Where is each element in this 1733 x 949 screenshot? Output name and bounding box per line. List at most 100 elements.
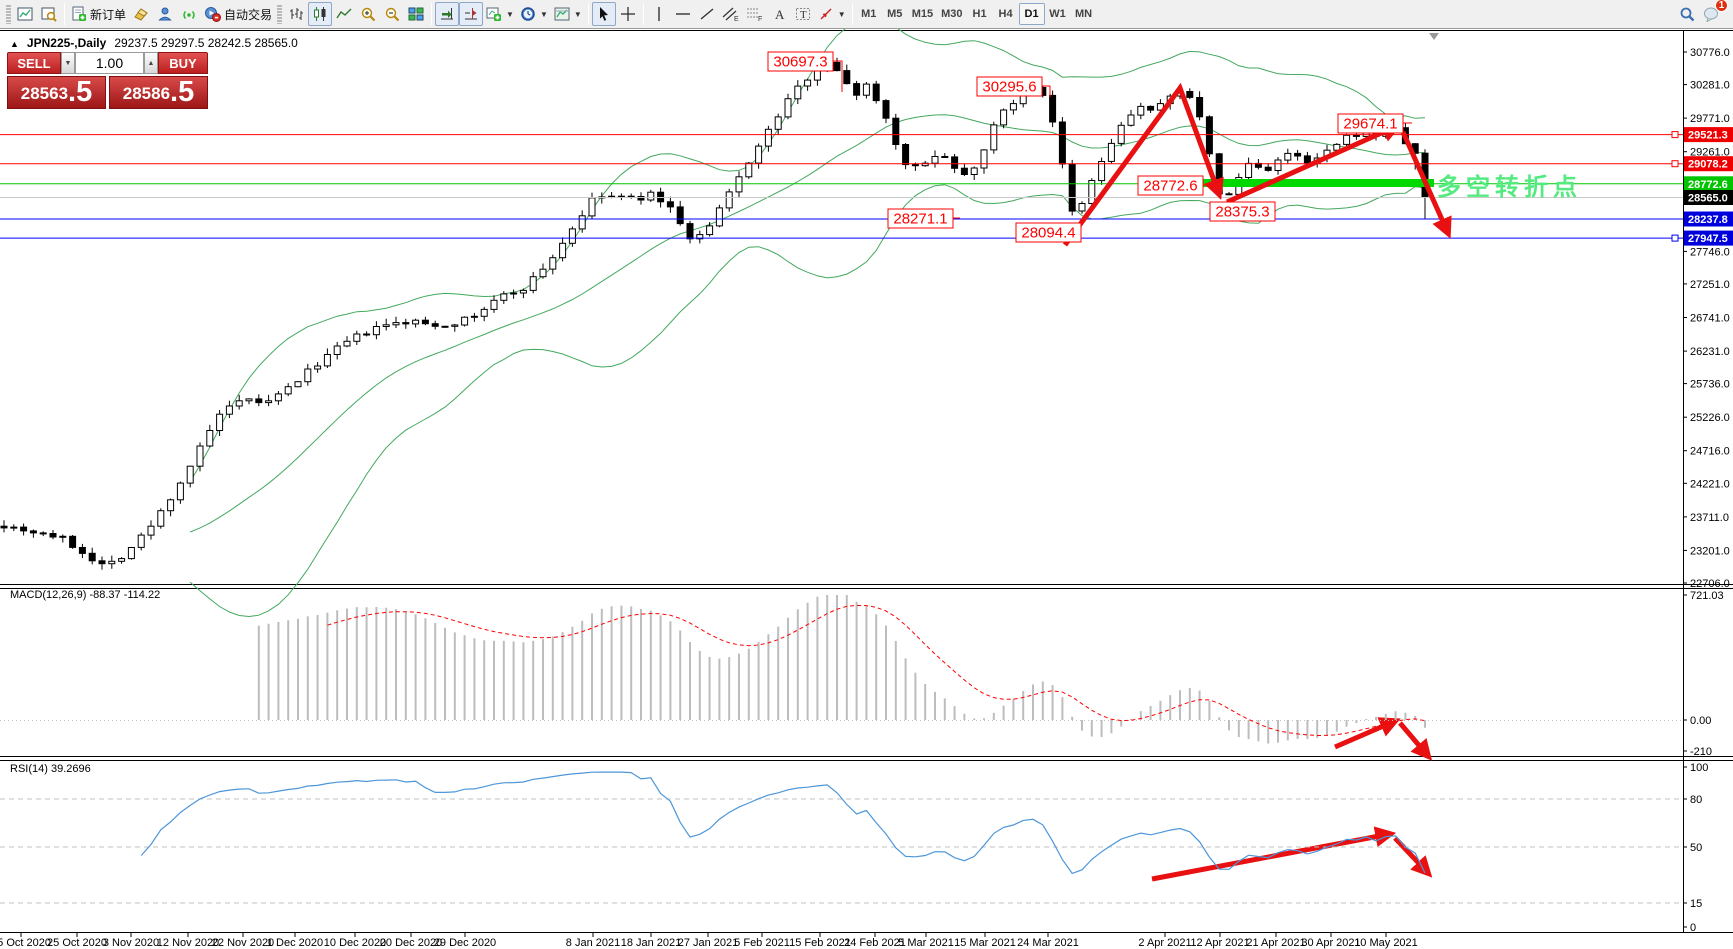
- candle-body: [1264, 166, 1272, 171]
- periods-button[interactable]: ▼: [517, 2, 551, 26]
- candle-body: [843, 70, 851, 85]
- price-axis-label: 22706.0: [1690, 578, 1730, 590]
- sell-button[interactable]: SELL: [7, 52, 61, 74]
- buy-button[interactable]: BUY: [158, 52, 208, 74]
- candle-body: [402, 322, 410, 325]
- sell-price-button[interactable]: 28563.5: [7, 76, 106, 109]
- price-axis-label: 29771.0: [1690, 113, 1730, 125]
- fibonacci-tool-button[interactable]: F: [743, 2, 767, 26]
- trend-arrow[interactable]: [1225, 122, 1403, 205]
- candle-body: [862, 83, 870, 96]
- price-callout[interactable]: 28375.3: [1209, 201, 1276, 222]
- timeframe-m5-button[interactable]: M5: [882, 3, 908, 25]
- price-axis-label: 23711.0: [1690, 512, 1729, 524]
- badge-text: 29521.3: [1688, 130, 1728, 142]
- timeframe-w1-button[interactable]: W1: [1045, 3, 1071, 25]
- trend-arrow[interactable]: [1062, 82, 1224, 247]
- chart-shift-button[interactable]: [459, 2, 484, 26]
- timeframe-mn-button[interactable]: MN: [1071, 3, 1097, 25]
- expert-advisor-button[interactable]: [153, 2, 177, 26]
- badge-box: [1684, 176, 1733, 192]
- trendline-tool-button[interactable]: [695, 2, 719, 26]
- collapse-panel-icon[interactable]: ▲: [10, 39, 19, 49]
- search-button[interactable]: [1675, 2, 1699, 26]
- charts-grid-button[interactable]: [13, 2, 37, 26]
- trend-arrow[interactable]: [1334, 717, 1401, 750]
- signal-button[interactable]: [177, 2, 201, 26]
- autotrading-button[interactable]: 自动交易: [201, 2, 275, 26]
- candle-body: [49, 533, 57, 538]
- candle-body: [343, 340, 351, 347]
- candle-body: [186, 465, 194, 484]
- highlight-bar[interactable]: [1202, 179, 1434, 187]
- candle-body: [421, 319, 429, 325]
- volume-input[interactable]: 1.00: [75, 52, 144, 74]
- horizontal-line-tool-button[interactable]: [671, 2, 695, 26]
- arrows-tool-button[interactable]: ▼: [815, 2, 849, 26]
- candle-body: [666, 201, 674, 208]
- line-chart-button[interactable]: [332, 2, 356, 26]
- line-anchor-handle[interactable]: [1671, 160, 1679, 168]
- buy-price-button[interactable]: 28586.5: [109, 76, 208, 109]
- date-axis-label: 12 Nov 2020: [157, 937, 219, 949]
- price-level-badge: 28237.8: [1684, 211, 1733, 227]
- volume-increase-button[interactable]: ▲: [144, 52, 158, 74]
- timeframe-m30-button[interactable]: M30: [937, 3, 966, 25]
- candle-body: [686, 223, 694, 240]
- equidistant-channel-tool-button[interactable]: E: [719, 2, 743, 26]
- candlestick-chart-button[interactable]: [308, 2, 333, 26]
- price-callout[interactable]: 29674.1: [1337, 113, 1404, 134]
- text-label-tool-button[interactable]: T: [791, 2, 815, 26]
- date-axis-label: 1 Dec 2020: [267, 937, 323, 949]
- notifications-button[interactable]: 1: [1699, 0, 1728, 26]
- bar-chart-button[interactable]: [284, 2, 308, 26]
- trend-arrow[interactable]: [1398, 721, 1433, 761]
- annotation-text[interactable]: 多空转折点: [1437, 174, 1582, 201]
- timeframe-d1-button[interactable]: D1: [1018, 3, 1045, 25]
- tile-windows-button[interactable]: [404, 2, 428, 26]
- chart-shift-marker[interactable]: [1429, 33, 1439, 40]
- vertical-line-tool-button[interactable]: [647, 2, 671, 26]
- rsi-axis-label: 15: [1690, 898, 1702, 910]
- date-axis-label: 15 Mar 2021: [954, 937, 1016, 949]
- text-tool-button[interactable]: A: [767, 2, 791, 26]
- price-callout[interactable]: 28271.1: [887, 208, 954, 229]
- price-callout[interactable]: 28094.4: [1015, 222, 1082, 243]
- price-callout[interactable]: 30295.6: [976, 76, 1043, 97]
- callout-text: 28772.6: [1143, 178, 1197, 195]
- data-window-button[interactable]: [37, 2, 61, 26]
- price-callout[interactable]: 28772.6: [1137, 175, 1204, 196]
- templates-button[interactable]: ▼: [551, 2, 585, 26]
- indicators-button[interactable]: ▼: [483, 2, 517, 26]
- auto-scroll-button[interactable]: [435, 2, 460, 26]
- chart-title: ▲ JPN225-,Daily 29237.5 29297.5 28242.5 …: [10, 36, 298, 50]
- candle-body: [647, 191, 655, 201]
- candle-body: [931, 156, 939, 164]
- price-callout[interactable]: 30697.3: [767, 51, 834, 72]
- toolbar-grip[interactable]: [6, 4, 11, 24]
- chevron-down-icon: ▼: [837, 9, 846, 19]
- trend-arrow[interactable]: [1400, 130, 1452, 239]
- price-level-badge: 28772.6: [1684, 176, 1733, 192]
- candle-body: [794, 85, 802, 100]
- date-axis-label: 22 Nov 2020: [212, 937, 274, 949]
- toolbar-grip[interactable]: [277, 4, 283, 24]
- chevron-down-icon: ▼: [539, 9, 548, 19]
- line-anchor-handle[interactable]: [1671, 234, 1679, 242]
- timeframe-m1-button[interactable]: M1: [856, 3, 882, 25]
- new-order-button[interactable]: 新订单: [68, 2, 129, 26]
- timeframe-h1-button[interactable]: H1: [967, 3, 993, 25]
- price-axis-label: 24221.0: [1690, 478, 1730, 490]
- candle-body: [970, 167, 978, 175]
- zoom-in-button[interactable]: [356, 2, 380, 26]
- eraser-button[interactable]: [129, 2, 153, 26]
- cursor-button[interactable]: [591, 2, 616, 26]
- line-anchor-handle[interactable]: [1671, 131, 1679, 139]
- candle-body: [941, 156, 949, 158]
- callout-box: [887, 208, 954, 229]
- zoom-out-button[interactable]: [380, 2, 404, 26]
- timeframe-h4-button[interactable]: H4: [993, 3, 1019, 25]
- volume-decrease-button[interactable]: ▼: [61, 52, 75, 74]
- timeframe-m15-button[interactable]: M15: [908, 3, 937, 25]
- crosshair-button[interactable]: [616, 2, 640, 26]
